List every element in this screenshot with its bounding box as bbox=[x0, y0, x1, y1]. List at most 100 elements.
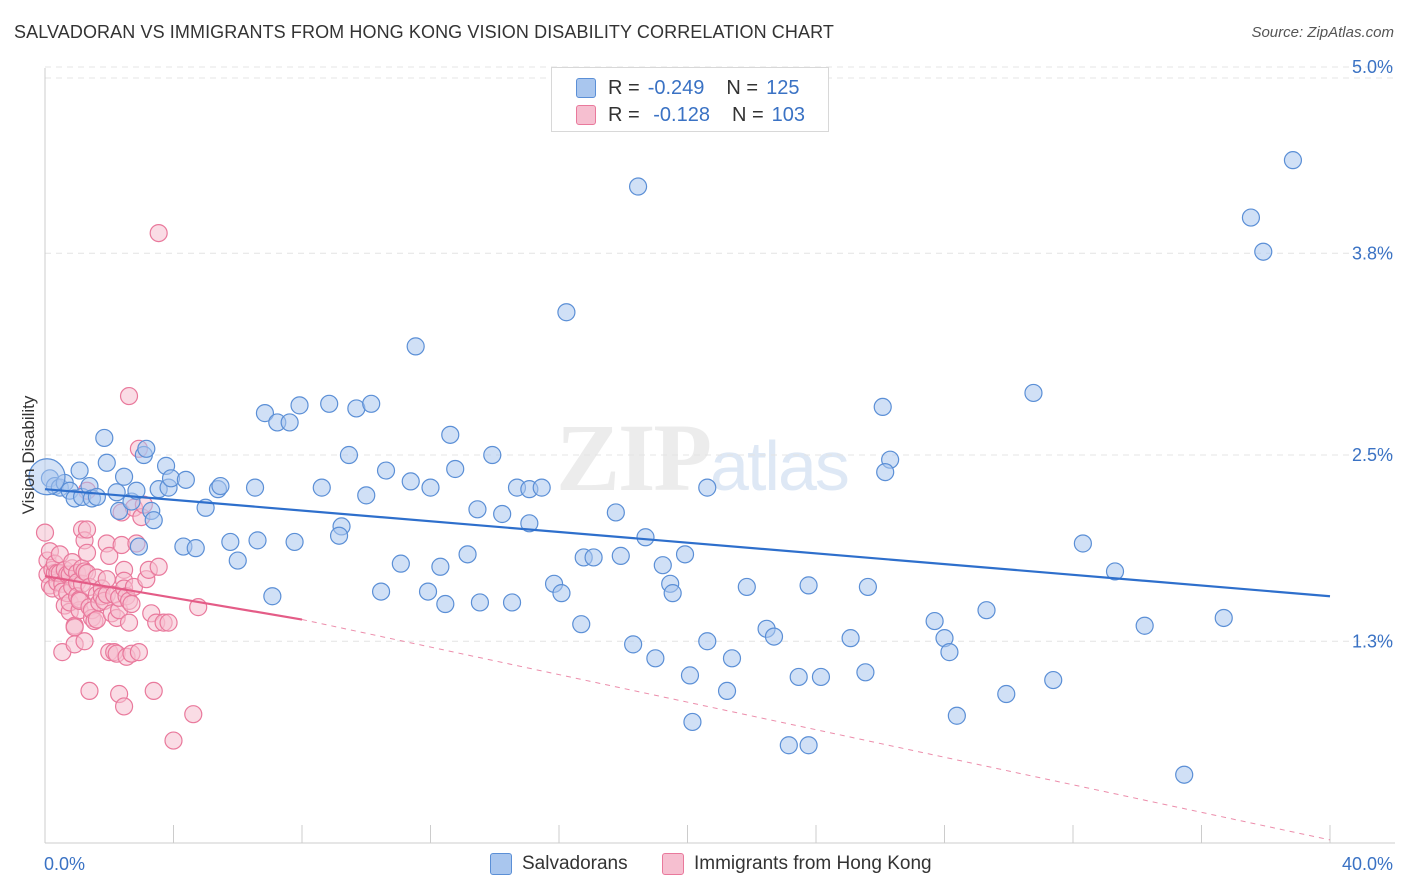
bottom-legend-label: Immigrants from Hong Kong bbox=[694, 853, 932, 874]
y-tick-label: 2.5% bbox=[1352, 445, 1393, 465]
salvadoran-point bbox=[1073, 534, 1092, 553]
hong-kong-point bbox=[77, 543, 97, 562]
salvadoran-point bbox=[468, 500, 487, 519]
axes bbox=[44, 68, 1395, 844]
salvadoran-point bbox=[357, 486, 376, 505]
bottom-legend-salvadorans: Salvadorans bbox=[490, 852, 628, 876]
salvadoran-point bbox=[263, 587, 282, 606]
salvadoran-point bbox=[129, 537, 149, 556]
salvadoran-points bbox=[28, 151, 1303, 784]
salvadoran-point bbox=[1214, 608, 1233, 628]
salvadoran-point bbox=[520, 514, 539, 533]
salvadoran-point bbox=[876, 462, 895, 482]
salvadoran-point bbox=[653, 556, 672, 575]
salvadoran-point bbox=[406, 337, 425, 356]
hong-kong-point bbox=[159, 613, 178, 632]
hong-kong-trend-extension bbox=[301, 619, 1331, 841]
x-tick-label: 0.0% bbox=[44, 854, 85, 874]
hong-kong-point bbox=[144, 681, 163, 701]
hong-kong-point bbox=[184, 705, 203, 724]
salvadoran-point bbox=[722, 649, 742, 668]
salvadoran-point bbox=[137, 439, 156, 458]
salvadoran-point bbox=[799, 736, 818, 755]
salvadoran-point bbox=[680, 666, 700, 685]
salvadoran-point bbox=[557, 303, 576, 322]
gridlines bbox=[45, 66, 1395, 642]
salvadoran-point bbox=[611, 546, 630, 565]
salvadoran-point bbox=[255, 404, 275, 423]
hong-kong-point bbox=[149, 557, 168, 576]
watermark: ZIPatlas bbox=[556, 402, 850, 513]
salvadoran-point bbox=[228, 551, 247, 570]
salvadoran-point bbox=[1105, 562, 1125, 581]
legend-r-label: R = bbox=[608, 103, 640, 126]
legend-n-label: N = bbox=[726, 76, 759, 99]
salvadoran-point bbox=[737, 577, 756, 597]
legend-r-label: R = bbox=[608, 76, 640, 99]
salvadoran-point bbox=[221, 532, 240, 552]
salvadoran-point bbox=[789, 667, 808, 687]
salvadoran-point bbox=[1175, 765, 1194, 784]
salvadoran-point bbox=[799, 576, 818, 595]
salvadoran-point bbox=[436, 594, 455, 614]
salvadoran-point bbox=[1254, 242, 1273, 261]
salvadoran-point bbox=[811, 667, 831, 687]
salvadoran-point bbox=[376, 461, 396, 480]
y-tick-label: 1.3% bbox=[1352, 631, 1393, 651]
salvadoran-point bbox=[698, 478, 717, 497]
salvadoran-point bbox=[144, 511, 163, 530]
hong-kong-point bbox=[77, 520, 97, 539]
salvadoran-point bbox=[391, 554, 410, 573]
trend-lines bbox=[44, 488, 1331, 841]
salvadoran-point bbox=[675, 545, 695, 564]
salvadoran-point bbox=[320, 394, 339, 413]
salvadoran-point bbox=[107, 483, 126, 502]
salvadoran-point bbox=[176, 470, 195, 489]
y-tick-label: 5.0% bbox=[1352, 57, 1393, 77]
bottom-legend-hong-kong: Immigrants from Hong Kong bbox=[662, 852, 932, 876]
tick-labels: 1.3% 2.5% 3.8% 5.0% 0.0% 40.0% Vision Disabili… bbox=[19, 57, 1393, 874]
legend-n-value: 103 bbox=[771, 103, 806, 126]
salvadoran-point bbox=[401, 472, 420, 491]
salvadoran-point bbox=[856, 663, 875, 682]
salvadoran-point bbox=[532, 478, 551, 497]
legend-swatch-pink bbox=[576, 105, 596, 125]
salvadoran-point bbox=[285, 532, 304, 552]
salvadoran-point bbox=[646, 649, 665, 668]
bottom-legend-swatch-pink bbox=[662, 853, 684, 875]
salvadoran-point bbox=[87, 487, 106, 507]
hong-kong-point bbox=[100, 546, 119, 565]
salvadoran-point bbox=[841, 629, 860, 648]
salvadoran-point bbox=[925, 611, 944, 631]
salvadoran-point bbox=[339, 445, 359, 465]
legend-swatch-blue bbox=[576, 78, 596, 98]
hong-kong-point bbox=[119, 613, 139, 632]
watermark-atlas: atlas bbox=[710, 427, 850, 505]
salvadoran-point bbox=[127, 481, 146, 500]
legend-row-salvadorans: R = -0.249 N = 125 bbox=[576, 76, 799, 100]
hong-kong-point bbox=[75, 632, 94, 651]
salvadoran-point bbox=[493, 504, 512, 524]
hong-kong-point bbox=[122, 594, 141, 614]
salvadoran-point bbox=[1241, 208, 1261, 227]
bottom-legend-swatch-blue bbox=[490, 853, 512, 875]
salvadoran-point bbox=[312, 478, 331, 497]
salvadoran-point bbox=[248, 531, 267, 550]
salvadoran-point bbox=[624, 635, 643, 654]
legend-r-value: -0.128 bbox=[647, 103, 710, 126]
hong-kong-point bbox=[114, 697, 134, 716]
legend-row-hong-kong: R = -0.128 N = 103 bbox=[576, 103, 805, 127]
salvadoran-point bbox=[95, 428, 114, 448]
hong-kong-point bbox=[35, 523, 55, 542]
salvadoran-point bbox=[628, 177, 648, 196]
salvadoran-point bbox=[70, 461, 89, 480]
stats-legend: R = -0.249 N = 125 R = -0.128 N = 103 bbox=[551, 67, 829, 132]
salvadoran-point bbox=[947, 706, 966, 725]
salvadoran-point bbox=[458, 545, 477, 564]
salvadoran-point bbox=[329, 526, 349, 545]
salvadoran-point bbox=[211, 476, 230, 496]
salvadoran-point bbox=[441, 425, 460, 444]
salvadoran-point bbox=[636, 528, 655, 547]
salvadoran-point bbox=[114, 467, 134, 486]
hong-kong-point bbox=[164, 731, 183, 750]
